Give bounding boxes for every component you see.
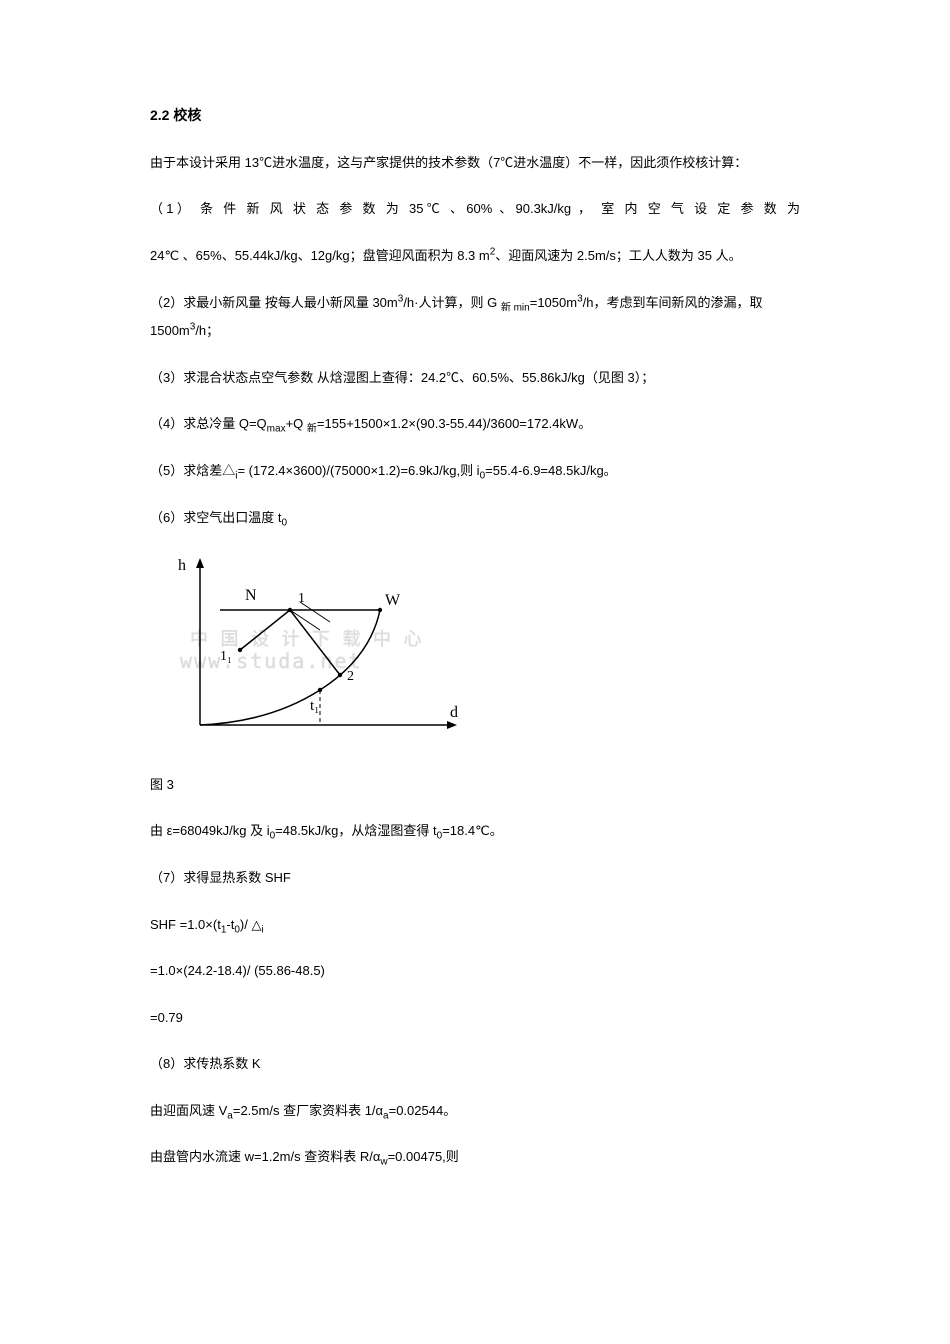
subscript: i <box>261 924 263 935</box>
text: SHF =1.0×(t <box>150 917 221 932</box>
paragraph-step5: （5）求焓差△i= (172.4×3600)/(75000×1.2)=6.9kJ… <box>150 457 800 486</box>
text: =0.02544。 <box>389 1103 457 1118</box>
text: )/ △ <box>240 917 262 932</box>
text: =55.4-6.9=48.5kJ/kg。 <box>485 463 617 478</box>
text: 24℃ 、65%、55.44kJ/kg、12g/kg；盘管迎风面积为 8.3 m <box>150 248 490 263</box>
svg-text:t₁: t₁ <box>310 698 319 714</box>
text: 、迎面风速为 2.5m/s；工人人数为 35 人。 <box>495 248 741 263</box>
paragraph-step6: （6）求空气出口温度 t0 <box>150 504 800 533</box>
paragraph-step2: （2）求最小新风量 按每人最小新风量 30m3/h·人计算，则 G 新 min=… <box>150 289 800 346</box>
text: /h，考虑到车间新风的渗漏，取 <box>583 295 763 310</box>
text: =48.5kJ/kg，从焓湿图查得 t <box>275 823 436 838</box>
text: （6）求空气出口温度 t <box>150 510 281 525</box>
text: 由盘管内水流速 w=1.2m/s 查资料表 R/α <box>150 1149 380 1164</box>
section-heading: 2.2 校核 <box>150 100 800 131</box>
subscript: w <box>380 1157 387 1168</box>
text: =18.4℃。 <box>442 823 503 838</box>
paragraph-w: 由盘管内水流速 w=1.2m/s 查资料表 R/αw=0.00475,则 <box>150 1143 800 1172</box>
text: 由迎面风速 V <box>150 1103 227 1118</box>
paragraph-cond-line2: 24℃ 、65%、55.44kJ/kg、12g/kg；盘管迎风面积为 8.3 m… <box>150 242 800 271</box>
svg-text:N: N <box>245 587 257 604</box>
text: （2）求最小新风量 按每人最小新风量 30m <box>150 295 398 310</box>
text: = (172.4×3600)/(75000×1.2)=6.9kJ/kg,则 i <box>237 463 479 478</box>
paragraph-cond-line1: （1） 条 件 新 风 状 态 参 数 为 35℃ 、60% 、90.3kJ/k… <box>150 195 800 224</box>
svg-text:1: 1 <box>298 591 305 606</box>
paragraph-step3: （3）求混合状态点空气参数 从焓湿图上查得：24.2℃、60.5%、55.86k… <box>150 364 800 393</box>
text: +Q <box>286 416 307 431</box>
paragraph-va: 由迎面风速 Va=2.5m/s 查厂家资料表 1/αa=0.02544。 <box>150 1097 800 1126</box>
figure-caption: 图 3 <box>150 771 800 800</box>
text: /h； <box>195 323 219 338</box>
text: （5）求焓差△ <box>150 463 235 478</box>
text: =2.5m/s 查厂家资料表 1/α <box>233 1103 383 1118</box>
paragraph-intro: 由于本设计采用 13℃进水温度，这与产家提供的技术参数（7℃进水温度）不一样，因… <box>150 149 800 178</box>
subscript: 0 <box>281 517 287 528</box>
enthalpy-diagram: 中 国 设 计 下 载 中 心www.studa.nethdN1W1₁2t₁ <box>150 550 800 761</box>
diagram-svg: 中 国 设 计 下 载 中 心www.studa.nethdN1W1₁2t₁ <box>150 550 470 750</box>
subscript: max <box>267 424 286 435</box>
text: （4）求总冷量 Q=Q <box>150 416 267 431</box>
paragraph-shf-calc: =1.0×(24.2-18.4)/ (55.86-48.5) <box>150 957 800 986</box>
svg-text:W: W <box>385 592 401 609</box>
svg-text:2: 2 <box>347 669 354 684</box>
svg-text:h: h <box>178 557 186 574</box>
paragraph-shf-formula: SHF =1.0×(t1-t0)/ △i <box>150 911 800 940</box>
text: 1500m <box>150 323 190 338</box>
paragraph-epsilon: 由 ε=68049kJ/kg 及 i0=48.5kJ/kg，从焓湿图查得 t0=… <box>150 817 800 846</box>
svg-text:1₁: 1₁ <box>220 649 232 664</box>
paragraph-shf-result: =0.79 <box>150 1004 800 1033</box>
paragraph-step4: （4）求总冷量 Q=Qmax+Q 新=155+1500×1.2×(90.3-55… <box>150 410 800 439</box>
text: =155+1500×1.2×(90.3-55.44)/3600=172.4kW。 <box>317 416 591 431</box>
subscript: 新 min <box>501 302 530 313</box>
text: 由 ε=68049kJ/kg 及 i <box>150 823 270 838</box>
paragraph-step8: （8）求传热系数 K <box>150 1050 800 1079</box>
text: /h·人计算，则 G <box>403 295 501 310</box>
svg-text:d: d <box>450 704 458 721</box>
text: =1050m <box>530 295 577 310</box>
subscript: 新 <box>307 424 317 435</box>
paragraph-step7: （7）求得显热系数 SHF <box>150 864 800 893</box>
text: =0.00475,则 <box>388 1149 459 1164</box>
